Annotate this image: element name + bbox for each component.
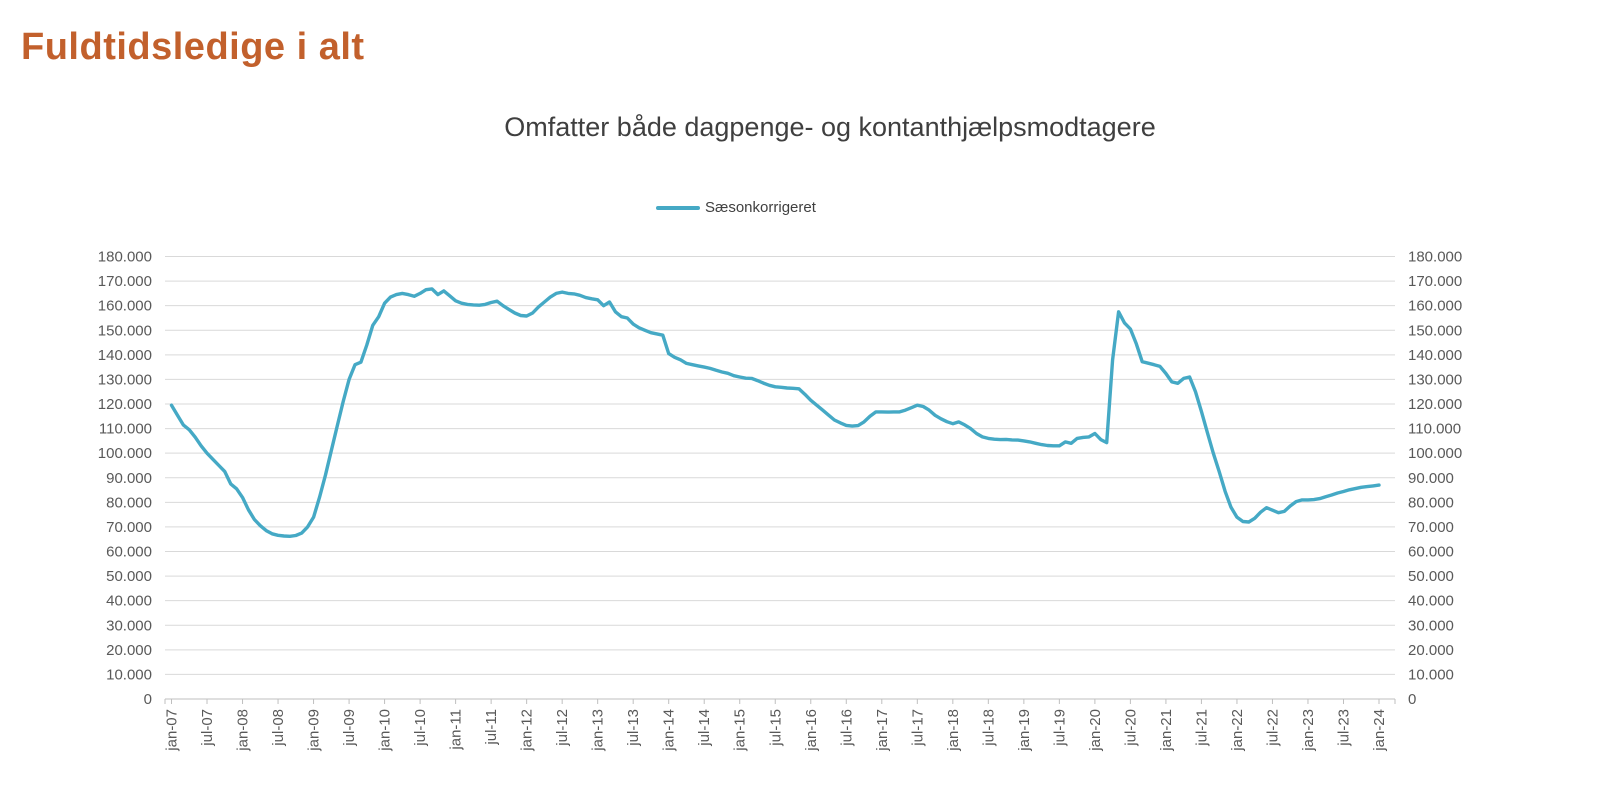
series-line-saesonkorrigeret	[169, 287, 1381, 538]
x-axis-tick-label: jan-15	[732, 709, 749, 752]
y-axis-tick-label-right: 40.000	[1408, 593, 1454, 610]
y-axis-tick-label-right: 70.000	[1408, 519, 1454, 536]
x-axis-tick-label: jul-17	[909, 709, 926, 747]
y-axis-tick-label-right: 0	[1408, 691, 1416, 708]
y-axis-tick-label-right: 100.000	[1408, 445, 1462, 462]
y-axis-tick-label-left: 120.000	[98, 396, 152, 413]
x-axis-tick-label: jan-22	[1229, 709, 1246, 752]
x-axis-tick-label: jul-22	[1264, 709, 1281, 747]
y-axis-tick-label-right: 90.000	[1408, 470, 1454, 487]
x-axis-tick-label: jan-12	[519, 709, 536, 752]
x-axis-tick-label: jul-12	[554, 709, 571, 747]
x-axis-tick-label: jan-18	[945, 709, 962, 752]
y-axis-tick-label-right: 160.000	[1408, 298, 1462, 315]
chart-subtitle: Omfatter både dagpenge- og kontanthjælps…	[504, 112, 1156, 142]
y-axis-tick-label-right: 110.000	[1408, 421, 1461, 438]
x-axis-tick-label: jan-20	[1087, 709, 1104, 752]
y-axis-tick-label-right: 120.000	[1408, 396, 1462, 413]
y-axis-tick-label-right: 80.000	[1408, 494, 1454, 511]
y-axis-tick-label-left: 150.000	[98, 322, 152, 339]
y-axis-tick-label-right: 130.000	[1408, 371, 1462, 388]
y-axis-tick-label-left: 50.000	[106, 568, 152, 585]
x-axis-tick-label: jan-07	[164, 709, 181, 752]
y-axis-tick-label-right: 20.000	[1408, 642, 1454, 659]
x-axis-tick-label: jan-09	[306, 709, 323, 752]
legend: Sæsonkorrigeret	[656, 199, 816, 216]
y-axis-tick-label-left: 10.000	[106, 666, 152, 683]
x-axis-tick-label: jan-23	[1300, 709, 1317, 752]
x-axis-tick-label: jul-08	[270, 709, 287, 747]
x-axis-tick-label: jul-13	[625, 709, 642, 747]
y-axis-tick-label-left: 70.000	[106, 519, 152, 536]
x-axis-tick-label: jan-16	[803, 709, 820, 752]
x-axis-tick-label: jan-21	[1158, 709, 1175, 752]
y-axis-tick-label-right: 50.000	[1408, 568, 1454, 585]
chart-title: Fuldtidsledige i alt	[21, 26, 365, 68]
y-axis-tick-label-left: 40.000	[106, 593, 152, 610]
x-axis-tick-label: jan-13	[590, 709, 607, 752]
x-axis-tick-label: jul-20	[1122, 709, 1139, 747]
y-axis-tick-label-left: 130.000	[98, 371, 152, 388]
legend-line-marker	[656, 205, 700, 210]
x-axis-tick-label: jan-10	[377, 709, 394, 752]
x-axis-tick-label: jan-24	[1371, 709, 1388, 752]
y-axis-tick-label-right: 30.000	[1408, 617, 1454, 634]
x-axis-tick-label: jul-16	[838, 709, 855, 747]
y-axis-tick-label-right: 60.000	[1408, 544, 1454, 561]
x-axis-tick-label: jan-19	[1016, 709, 1033, 752]
x-axis-tick-label: jan-14	[661, 709, 678, 752]
x-axis-tick-label: jul-19	[1051, 709, 1068, 747]
y-axis-tick-label-left: 110.000	[99, 421, 152, 438]
x-axis-tick-label: jul-10	[412, 709, 429, 747]
y-axis-tick-label-left: 0	[144, 691, 152, 708]
y-axis-tick-label-left: 100.000	[98, 445, 152, 462]
y-axis-tick-label-left: 20.000	[106, 642, 152, 659]
y-axis-tick-label-left: 180.000	[98, 249, 152, 266]
x-axis-tick-label: jul-11	[483, 709, 500, 746]
y-axis-tick-label-right: 10.000	[1408, 666, 1454, 683]
x-axis-tick-label: jan-11	[448, 709, 465, 751]
x-axis-tick-label: jan-08	[235, 709, 252, 752]
x-axis-tick-label: jul-18	[980, 709, 997, 747]
y-axis-tick-label-left: 60.000	[106, 544, 152, 561]
x-axis-tick-label: jul-23	[1335, 709, 1352, 747]
x-axis-tick-label: jul-09	[341, 709, 358, 747]
y-axis-tick-label-left: 30.000	[106, 617, 152, 634]
y-axis-tick-label-left: 90.000	[106, 470, 152, 487]
x-axis-tick-label: jul-15	[767, 709, 784, 747]
y-axis-tick-label-left: 170.000	[98, 273, 152, 290]
x-axis-tick-label: jan-17	[874, 709, 891, 752]
y-axis-tick-label-right: 140.000	[1408, 347, 1462, 364]
legend-label: Sæsonkorrigeret	[705, 199, 816, 216]
x-axis-tick-label: jul-07	[199, 709, 216, 747]
y-axis-tick-label-right: 170.000	[1408, 273, 1462, 290]
y-axis-tick-label-right: 150.000	[1408, 322, 1462, 339]
y-axis-tick-label-right: 180.000	[1408, 249, 1462, 266]
y-axis-tick-label-left: 80.000	[106, 494, 152, 511]
x-axis-tick-label: jul-14	[696, 709, 713, 747]
x-axis-tick-label: jul-21	[1193, 709, 1210, 747]
y-axis-tick-label-left: 140.000	[98, 347, 152, 364]
y-axis-tick-label-left: 160.000	[98, 298, 152, 315]
